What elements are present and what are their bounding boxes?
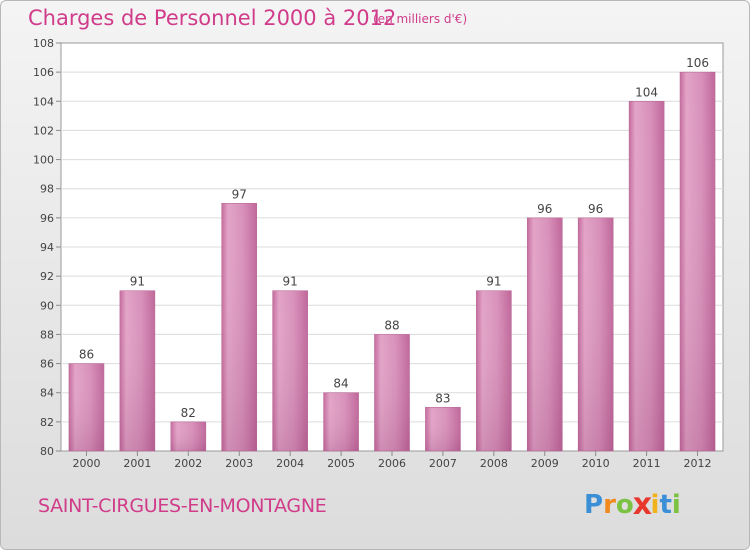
commune-name: SAINT-CIRGUES-EN-MONTAGNE <box>38 495 327 517</box>
bar-value-label: 96 <box>537 202 552 216</box>
bar-shade <box>425 407 461 451</box>
bar-shade <box>68 363 104 451</box>
logo-letter: o <box>615 490 634 520</box>
bar-2000 <box>68 363 105 452</box>
x-tick-label: 2006 <box>378 457 406 470</box>
y-tick-label: 96 <box>40 212 54 225</box>
bar-value-label: 86 <box>79 348 94 362</box>
bar-value-label: 91 <box>486 275 501 289</box>
y-tick-label: 106 <box>33 66 54 79</box>
bar-value-label: 104 <box>635 85 658 99</box>
y-tick-label: 90 <box>40 299 54 312</box>
y-tick-label: 104 <box>33 95 54 108</box>
bar-2006 <box>374 334 410 452</box>
y-tick-label: 98 <box>40 183 54 196</box>
x-tick-label: 2007 <box>429 457 457 470</box>
x-tick-label: 2001 <box>123 457 151 470</box>
bar-2001 <box>119 290 156 452</box>
bar-2009 <box>526 217 563 452</box>
x-tick-label: 2008 <box>480 457 508 470</box>
x-tick-label: 2004 <box>276 457 304 470</box>
y-tick-label: 100 <box>33 154 54 167</box>
bar-2008 <box>476 290 512 452</box>
x-tick-label: 2002 <box>174 457 202 470</box>
bar-shade <box>374 334 410 451</box>
bar-value-label: 83 <box>435 391 450 405</box>
y-tick-label: 84 <box>40 387 54 400</box>
bar-value-label: 97 <box>232 187 247 201</box>
bar-2011 <box>628 100 665 452</box>
x-tick-label: 2011 <box>633 457 661 470</box>
bar-value-label: 82 <box>181 406 196 420</box>
logo-letter: i <box>671 490 681 520</box>
bar-shade <box>221 203 257 451</box>
bar-value-label: 96 <box>588 202 603 216</box>
bar-value-label: 106 <box>686 56 709 70</box>
bar-2003 <box>221 202 258 452</box>
bar-2002 <box>170 421 207 452</box>
bar-shade <box>170 421 206 451</box>
bar-shade <box>629 101 665 452</box>
logo-letter: i <box>650 490 660 520</box>
y-tick-label: 92 <box>40 270 54 283</box>
proxiti-logo: Proxiti <box>584 487 681 523</box>
y-tick-label: 82 <box>40 416 54 429</box>
logo-letter: t <box>659 490 672 520</box>
logo-letter: P <box>584 490 604 520</box>
logo-letter: r <box>603 490 616 520</box>
bar-2004 <box>272 290 308 452</box>
x-tick-label: 2010 <box>582 457 610 470</box>
y-tick-label: 102 <box>33 124 54 137</box>
x-tick-label: 2009 <box>531 457 559 470</box>
bar-value-label: 84 <box>333 377 348 391</box>
bar-value-label: 88 <box>384 318 399 332</box>
chart-subtitle: (en milliers d'€) <box>373 12 468 26</box>
bar-shade <box>578 217 614 451</box>
x-tick-label: 2005 <box>327 457 355 470</box>
x-tick-label: 2003 <box>225 457 253 470</box>
bar-2007 <box>425 406 461 452</box>
bar-shade <box>272 290 308 451</box>
x-tick-label: 2012 <box>684 457 712 470</box>
bar-shade <box>323 392 359 451</box>
y-tick-label: 86 <box>40 358 54 371</box>
bar-shade <box>680 72 716 452</box>
logo-letter: x <box>632 487 652 523</box>
bar-2012 <box>679 71 716 452</box>
bar-shade <box>119 290 155 451</box>
bar-shade <box>476 290 512 451</box>
bar-value-label: 91 <box>283 275 298 289</box>
y-tick-label: 80 <box>40 445 54 458</box>
y-tick-label: 94 <box>40 241 54 254</box>
chart-title: Charges de Personnel 2000 à 2012 <box>28 6 397 30</box>
x-tick-label: 2000 <box>72 457 100 470</box>
bar-value-label: 91 <box>130 275 145 289</box>
bar-shade <box>527 217 563 451</box>
bar-2005 <box>323 392 359 452</box>
y-tick-label: 88 <box>40 328 54 341</box>
bar-2010 <box>577 217 614 452</box>
y-tick-label: 108 <box>33 37 54 50</box>
